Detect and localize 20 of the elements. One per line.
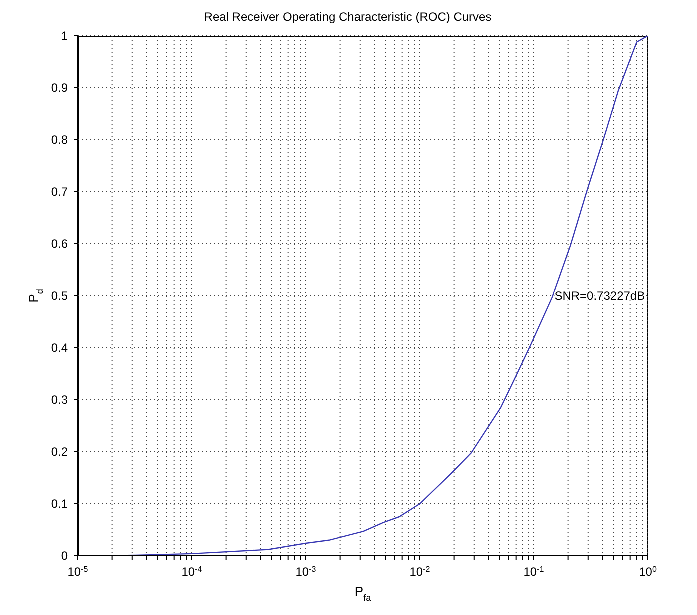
y-tick-label: 0.2 [51, 445, 68, 459]
y-tick-label: 0.9 [51, 81, 68, 95]
chart-title: Real Receiver Operating Characteristic (ROC) Curves [203, 9, 493, 26]
y-tick-label: 0.3 [51, 393, 68, 407]
x-tick-label: 10$^{0}$ [639, 564, 658, 579]
y-tick-label: 0.7 [51, 185, 68, 199]
x-tick-label: 10$^{-2}$ [410, 564, 431, 579]
x-tick-label: 10$^{-5}$ [68, 564, 89, 579]
x-tick-label: 10$^{-1}$ [524, 564, 545, 579]
x-axis-title: P$_{fa}$ [354, 584, 372, 603]
y-tick-label: 0.6 [51, 237, 68, 251]
y-tick-label: 1 [61, 29, 68, 43]
y-tick-label: 0.4 [51, 341, 68, 355]
x-tick-label: 10$^{-3}$ [296, 564, 317, 579]
y-tick-label: 0.5 [51, 289, 68, 303]
y-tick-label: 0 [61, 549, 68, 563]
y-tick-label: 0.1 [51, 497, 68, 511]
x-tick-label: 10$^{-4}$ [182, 564, 203, 579]
y-tick-label: 0.8 [51, 133, 68, 147]
annotation: SNR=0.73227dB [554, 289, 646, 303]
